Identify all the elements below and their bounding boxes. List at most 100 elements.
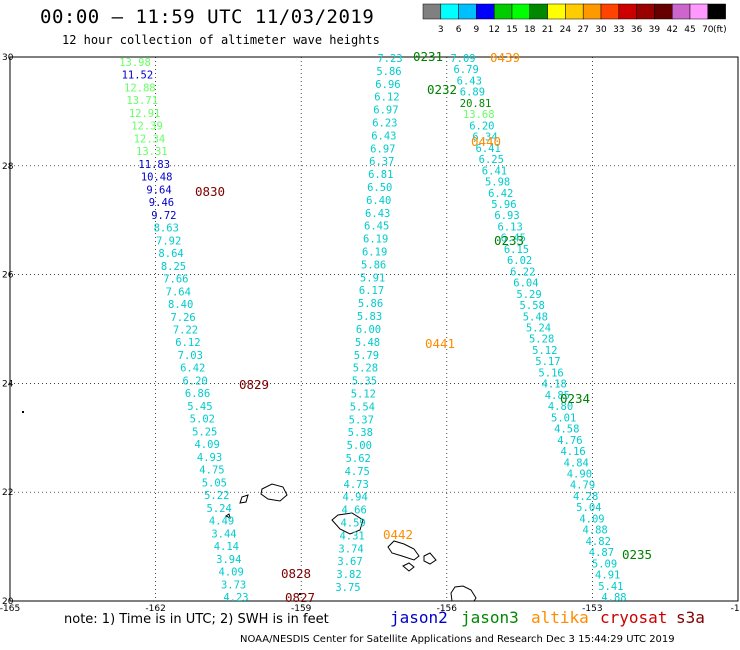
center-track-value: 5.28 bbox=[353, 363, 378, 375]
center-track-value: 5.86 bbox=[361, 259, 386, 271]
east-track-value: 4.18 bbox=[542, 379, 567, 391]
center-track-value: 4.73 bbox=[344, 479, 369, 491]
colorbar-tick-label: 39 bbox=[649, 25, 661, 35]
center-track-value: 4.94 bbox=[343, 492, 368, 504]
longitude-tick-label: -156 bbox=[437, 604, 458, 614]
east-track-value: 6.79 bbox=[453, 64, 478, 76]
east-track-value: 4.82 bbox=[586, 536, 611, 548]
map-title: 00:00 – 11:59 UTC 11/03/2019 bbox=[40, 6, 375, 28]
center-track-value: 6.43 bbox=[371, 130, 396, 142]
east-track-value: 5.98 bbox=[485, 177, 510, 189]
east-track-value: 4.91 bbox=[595, 570, 620, 582]
east-track-value: 5.96 bbox=[491, 199, 516, 211]
colorbar-tick-label: 42 bbox=[666, 25, 677, 35]
west-track-value: 7.66 bbox=[163, 274, 188, 286]
west-track-value: 10.48 bbox=[141, 172, 173, 184]
center-track-value: 4.75 bbox=[345, 466, 370, 478]
pass-time-label: 0231 bbox=[413, 49, 443, 64]
west-track-value: 6.20 bbox=[182, 375, 207, 387]
colorbar-tick-label: 9 bbox=[474, 25, 480, 35]
west-track-value: 7.03 bbox=[178, 350, 203, 362]
east-track-value: 6.89 bbox=[460, 87, 485, 99]
west-track-value: 4.23 bbox=[223, 592, 248, 604]
east-track-value: 4.84 bbox=[564, 457, 589, 469]
colorbar-tick-label: 6 bbox=[456, 25, 462, 35]
west-track-value: 12.34 bbox=[134, 133, 166, 145]
center-track-value: 5.86 bbox=[358, 298, 383, 310]
pass-time-label: 0827 bbox=[285, 590, 315, 605]
latitude-tick-label: 20 bbox=[2, 597, 14, 607]
east-track-value: 6.20 bbox=[469, 120, 494, 132]
center-track-value: 6.23 bbox=[372, 118, 397, 130]
latitude-tick-label: 28 bbox=[2, 162, 14, 172]
center-track-value: 7.23 bbox=[377, 53, 402, 65]
colorbar-tick-label: 21 bbox=[542, 25, 553, 35]
west-track-value: 13.31 bbox=[136, 146, 168, 158]
east-track-value: 5.01 bbox=[551, 412, 576, 424]
island-outline bbox=[239, 494, 249, 504]
west-track-value: 4.93 bbox=[197, 452, 222, 464]
center-track-value: 3.67 bbox=[337, 556, 362, 568]
colorbar-tick-label: 45 bbox=[684, 25, 695, 35]
longitude-tick-label: -153 bbox=[582, 604, 602, 614]
west-track-value: 11.52 bbox=[122, 70, 154, 82]
colorbar-tick-label: 36 bbox=[631, 25, 643, 35]
west-track-value: 4.09 bbox=[194, 439, 219, 451]
colorbar-tick-label: 3 bbox=[438, 25, 444, 35]
east-track-value: 5.09 bbox=[592, 558, 617, 570]
west-track-value: 9.46 bbox=[149, 197, 174, 209]
pass-time-label: 0829 bbox=[239, 377, 269, 392]
center-track-value: 6.37 bbox=[369, 156, 394, 168]
west-track-value: 12.91 bbox=[129, 108, 161, 120]
color-scale-legend: 3 6 9 12 15 18 21 24 27 30 33 36 39 42 45 70 (ft) bbox=[422, 3, 727, 35]
center-track-value: 3.82 bbox=[336, 569, 361, 581]
east-track-value: 6.13 bbox=[498, 221, 523, 233]
east-track-value: 4.87 bbox=[589, 547, 614, 559]
pass-time-label: 0442 bbox=[383, 527, 413, 542]
center-track-value: 5.48 bbox=[355, 337, 380, 349]
center-track-value: 5.54 bbox=[350, 401, 375, 413]
map-frame bbox=[9, 56, 739, 602]
colorbar-tick-label: 30 bbox=[595, 25, 607, 35]
center-track-value: 6.45 bbox=[364, 221, 389, 233]
colorbar-tick-label: 24 bbox=[560, 25, 572, 35]
west-track-value: 13.98 bbox=[119, 57, 151, 69]
colorbar-unit: (ft) bbox=[713, 25, 727, 35]
pass-time-label: 0235 bbox=[622, 547, 652, 562]
center-track-value: 6.81 bbox=[368, 169, 393, 181]
map-subtitle: 12 hour collection of altimeter wave hei… bbox=[62, 33, 380, 47]
legend-jason3: jason3 bbox=[461, 608, 519, 627]
center-track-value: 4.66 bbox=[341, 505, 366, 517]
west-track-value: 4.09 bbox=[219, 567, 244, 579]
west-track-value: 12.88 bbox=[124, 82, 156, 94]
center-track-value: 5.79 bbox=[354, 350, 379, 362]
island-dot bbox=[299, 593, 301, 595]
center-track-value: 6.19 bbox=[363, 234, 388, 246]
center-track-value: 5.00 bbox=[347, 440, 372, 452]
center-track-value: 3.74 bbox=[338, 543, 363, 555]
colorbar-tick-label: 27 bbox=[577, 25, 588, 35]
island-outline bbox=[225, 513, 231, 519]
center-track-value: 6.40 bbox=[366, 195, 391, 207]
pass-time-label: 0440 bbox=[471, 134, 501, 149]
colorbar-tick-label: 12 bbox=[488, 25, 499, 35]
island-outline bbox=[423, 552, 437, 565]
east-track-value: 20.81 bbox=[460, 98, 492, 110]
center-track-value: 5.37 bbox=[349, 414, 374, 426]
west-track-value: 3.94 bbox=[216, 554, 241, 566]
west-track-value: 5.25 bbox=[192, 426, 217, 438]
west-track-value: 5.22 bbox=[204, 490, 229, 502]
latitude-tick-label: 22 bbox=[2, 488, 13, 498]
west-track-value: 13.71 bbox=[126, 95, 158, 107]
east-track-value: 5.24 bbox=[526, 323, 551, 335]
island-outline bbox=[450, 585, 477, 602]
east-track-value: 4.80 bbox=[548, 401, 573, 413]
west-track-value: 11.83 bbox=[138, 159, 170, 171]
island-outline bbox=[260, 483, 288, 502]
west-track-value: 9.72 bbox=[151, 210, 176, 222]
center-track-value: 6.97 bbox=[373, 105, 398, 117]
east-track-value: 13.68 bbox=[463, 109, 495, 121]
east-track-value: 6.45 bbox=[501, 233, 526, 245]
pass-time-label: 0441 bbox=[425, 336, 455, 351]
